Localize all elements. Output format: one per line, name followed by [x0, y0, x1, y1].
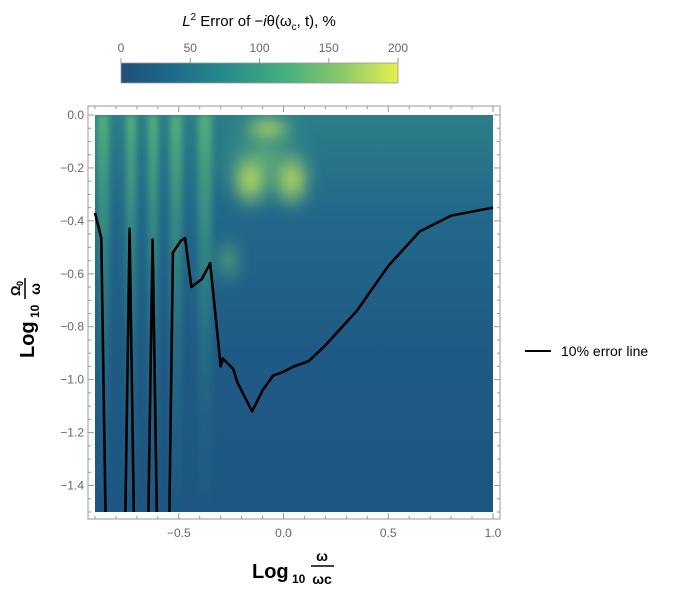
colorbar-ticks: 0 50 100 150 200 — [118, 41, 408, 63]
y-tick-label: −0.2 — [60, 161, 84, 175]
contour-segment — [93, 212, 107, 513]
colorbar-gradient — [120, 62, 399, 84]
contour-10pct-line — [93, 206, 494, 513]
y-tick-label: −0.6 — [60, 267, 84, 281]
y-tick-label: −1.2 — [60, 426, 84, 440]
svg-text:10: 10 — [28, 304, 42, 318]
colorbar-tick-label: 0 — [118, 41, 125, 55]
contour-segment — [124, 227, 136, 513]
y-axis-ticks: 0.0 −0.2 −0.4 −0.6 −0.8 −1.0 −1.2 −1.4 — [60, 108, 500, 513]
colorbar-tick-label: 150 — [319, 41, 339, 55]
y-tick-label: −0.8 — [60, 320, 84, 334]
x-tick-label: −0.5 — [167, 526, 191, 540]
y-tick-label: −1.0 — [60, 373, 84, 387]
x-tick-label: 0.0 — [275, 526, 292, 540]
chart-title: L2 Error of −iθ(ωc, t), % — [182, 12, 336, 33]
x-tick-label: 1.0 — [485, 526, 502, 540]
colorbar-tick-label: 200 — [388, 41, 408, 55]
colorbar-tick-label: 50 — [184, 41, 198, 55]
svg-text:Log: Log — [252, 561, 289, 583]
svg-text:ω: ω — [27, 283, 43, 295]
y-tick-label: −0.4 — [60, 214, 84, 228]
y-axis-label: Log 10 Ω 0 ω — [8, 278, 43, 358]
x-axis-ticks: −0.5 0.0 0.5 1.0 — [94, 106, 502, 540]
legend: 10% error line — [525, 343, 648, 359]
colorbar-tick-label: 100 — [249, 41, 269, 55]
x-tick-label: 0.5 — [380, 526, 397, 540]
svg-text:10: 10 — [292, 572, 306, 586]
svg-text:Log: Log — [17, 321, 39, 358]
colorbar: 0 50 100 150 200 — [118, 41, 408, 84]
contour-segment — [168, 206, 494, 513]
contour-segment — [147, 238, 159, 513]
legend-label: 10% error line — [561, 343, 648, 359]
svg-text:ω: ω — [316, 548, 328, 564]
y-tick-label: 0.0 — [67, 108, 84, 122]
y-tick-label: −1.4 — [60, 479, 84, 493]
svg-text:ωc: ωc — [312, 571, 332, 587]
svg-text:0: 0 — [15, 281, 25, 286]
x-axis-label: Log 10 ω ωc — [252, 548, 334, 587]
svg-text:Ω: Ω — [8, 286, 23, 296]
